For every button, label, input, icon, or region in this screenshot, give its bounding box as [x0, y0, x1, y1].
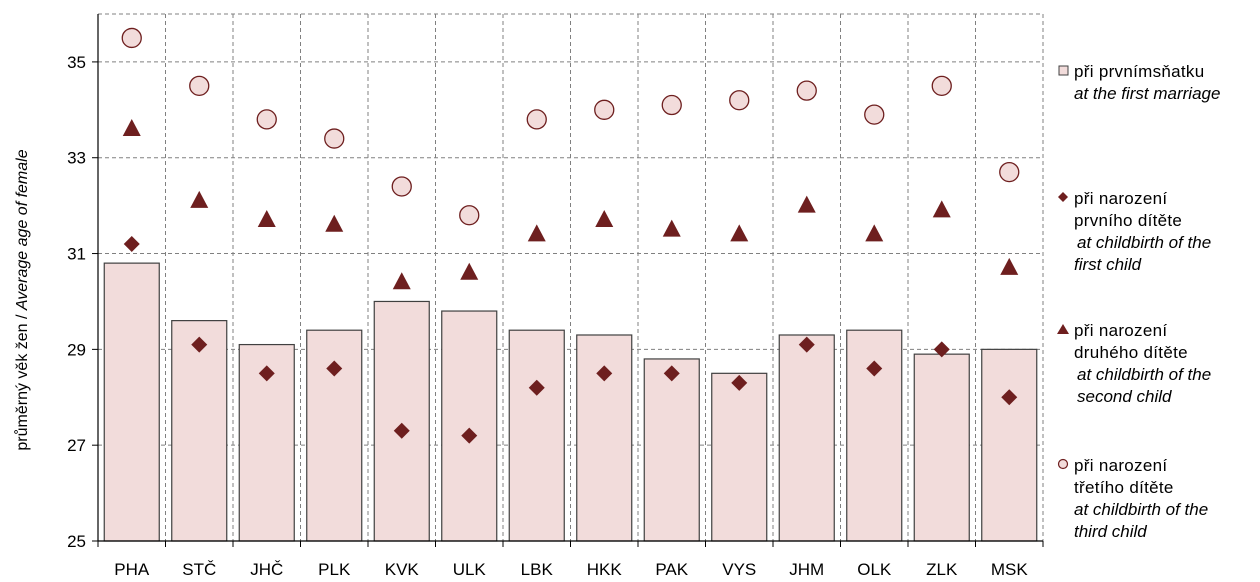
- diamond-point: [528, 379, 545, 396]
- circle-point: [526, 109, 547, 130]
- diamond-point: [933, 341, 950, 358]
- bar: [103, 262, 160, 542]
- x-tick-label: STČ: [182, 560, 216, 579]
- legend-label-cz: prvního dítěte: [1074, 211, 1183, 230]
- circle-point: [256, 109, 277, 130]
- marker-series: [121, 27, 1020, 444]
- bar: [643, 358, 700, 542]
- triangle-point: [595, 210, 614, 228]
- y-tick-label: 33: [67, 149, 86, 168]
- diamond-point: [461, 427, 478, 444]
- triangle-point: [1000, 257, 1019, 275]
- circle-point: [864, 104, 885, 125]
- legend-label-en: second child: [1077, 387, 1172, 406]
- circle-point: [121, 27, 142, 49]
- diamond-point: [123, 235, 140, 252]
- circle-point: [661, 94, 682, 116]
- bar-series-first-marriage: [103, 262, 1038, 542]
- legend-label-cz: při narození: [1074, 456, 1168, 475]
- square-marker-icon: [1058, 65, 1069, 76]
- legend-label-en: at the first marriage: [1074, 84, 1221, 103]
- triangle-point: [865, 224, 884, 242]
- y-tick-label: 27: [67, 436, 86, 455]
- x-tick-label: PAK: [655, 560, 688, 579]
- legend-label-cz: třetího dítěte: [1074, 478, 1174, 497]
- axes: [92, 14, 1044, 547]
- diamond-point: [663, 365, 680, 382]
- diamond-point: [258, 365, 275, 382]
- circle-point: [999, 161, 1020, 183]
- legend-label-cz: při prvnímsňatku: [1074, 62, 1205, 81]
- triangle-point: [325, 214, 344, 232]
- triangle-point: [730, 224, 749, 242]
- y-tick-label: 31: [67, 245, 86, 264]
- bar: [913, 353, 970, 542]
- triangle-marker-icon: [1057, 324, 1069, 334]
- x-tick-label: PLK: [318, 560, 351, 579]
- bar: [508, 329, 565, 542]
- x-tick-label: LBK: [521, 560, 554, 579]
- x-tick-label: HKK: [587, 560, 623, 579]
- bar: [981, 348, 1038, 542]
- triangle-point: [190, 190, 209, 208]
- bar: [778, 334, 835, 542]
- triangle-point: [257, 210, 276, 228]
- circle-point: [324, 128, 345, 149]
- circle-point: [189, 75, 210, 97]
- bar: [441, 310, 498, 542]
- diamond-point: [731, 374, 748, 391]
- diamond-point: [596, 365, 613, 382]
- x-tick-label: ZLK: [926, 560, 958, 579]
- triangle-point: [797, 195, 816, 213]
- circle-point: [459, 205, 480, 226]
- legend-label-en: at childbirth of the: [1077, 365, 1212, 384]
- triangle-point: [460, 262, 479, 280]
- x-tick-label: OLK: [857, 560, 892, 579]
- diamond-point: [393, 422, 410, 439]
- diamond-point: [326, 360, 343, 377]
- circle-point: [729, 90, 750, 111]
- legend-label-en: at childbirth of the: [1077, 233, 1212, 252]
- legend-label-en: first child: [1074, 255, 1142, 274]
- circle-point: [391, 176, 412, 197]
- x-tick-label: VYS: [722, 560, 756, 579]
- y-tick-label: 35: [67, 53, 86, 72]
- legend-label-en: at childbirth of the: [1074, 500, 1209, 519]
- grid: [98, 13, 1044, 541]
- y-axis-label-en: Average age of female: [14, 149, 31, 311]
- y-axis-label-cz: průměrný věk žen /: [13, 310, 31, 451]
- bar: [711, 372, 768, 542]
- triangle-point: [392, 272, 411, 290]
- diamond-point: [191, 336, 208, 353]
- legend-label-cz: při narození: [1074, 189, 1168, 208]
- legend-label-en: third child: [1074, 522, 1147, 541]
- circle-point: [594, 99, 615, 120]
- y-tick-label: 29: [67, 340, 86, 359]
- circle-marker-icon: [1057, 458, 1069, 470]
- x-tick-label: KVK: [385, 560, 420, 579]
- tick-labels: 25 27 29 31 33 35 PHA STČ JHČ PLK KVK ULK LBK HKK PAK V…: [67, 53, 1028, 579]
- triangle-point: [122, 118, 141, 136]
- x-tick-label: MSK: [991, 560, 1029, 579]
- diamond-marker-icon: [1058, 192, 1068, 202]
- bar: [171, 320, 228, 542]
- x-tick-label: JHČ: [250, 560, 283, 579]
- circle-point: [796, 80, 817, 101]
- x-tick-label: JHM: [789, 560, 824, 579]
- x-tick-label: PHA: [114, 560, 150, 579]
- y-tick-label: 25: [67, 532, 86, 551]
- triangle-point: [527, 224, 546, 242]
- circle-point: [931, 75, 952, 97]
- triangle-point: [932, 200, 951, 218]
- bar: [373, 300, 430, 542]
- diamond-point: [1001, 389, 1018, 406]
- diamond-point: [866, 360, 883, 377]
- diamond-point: [798, 336, 815, 353]
- legend-label-cz: při narození: [1074, 321, 1168, 340]
- x-tick-label: ULK: [453, 560, 487, 579]
- y-axis-label: průměrný věk žen / Average age of female: [13, 149, 31, 450]
- legend-label-cz: druhého dítěte: [1074, 343, 1188, 362]
- triangle-point: [662, 219, 681, 237]
